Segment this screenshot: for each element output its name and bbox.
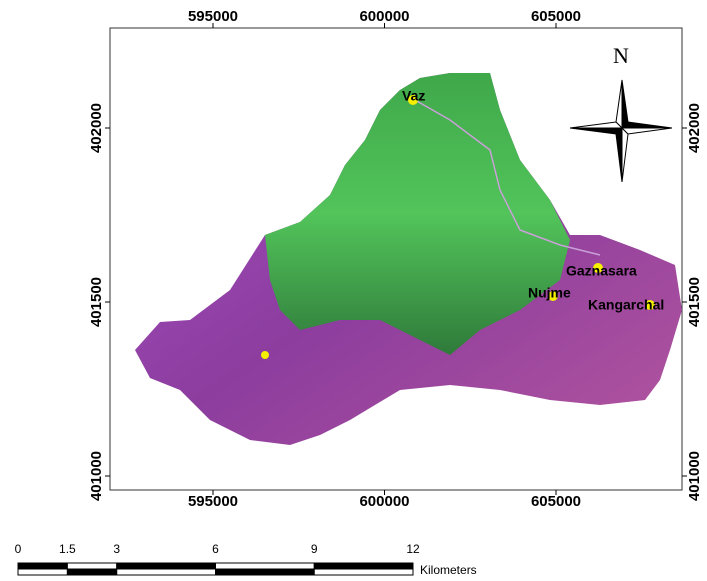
scale-segment — [215, 568, 315, 576]
settlement — [548, 291, 558, 301]
y-tick-label: 402000 — [88, 103, 105, 153]
scale-segment — [66, 568, 118, 576]
x-tick-label: 605000 — [531, 8, 581, 25]
scale-segment — [17, 568, 68, 576]
x-tick-label: 595000 — [188, 493, 238, 510]
y-tick-label: 401000 — [88, 451, 105, 501]
settlement — [645, 300, 655, 310]
y-tick-label: 402000 — [686, 103, 703, 153]
settlement — [408, 95, 418, 105]
y-tick-label: 401500 — [686, 277, 703, 327]
scale-segment — [17, 562, 68, 570]
y-tick-label: 401000 — [686, 451, 703, 501]
scale-tick-label: 0 — [15, 542, 22, 556]
scale-segment — [313, 562, 414, 570]
scale-tick-label: 9 — [311, 542, 318, 556]
scale-tick-label: 1.5 — [59, 542, 76, 556]
settlements — [261, 95, 655, 359]
scale-unit: Kilometers — [420, 563, 477, 577]
north-label: N — [613, 43, 629, 68]
scale-segment — [116, 568, 216, 576]
scale-tick-label: 12 — [406, 542, 420, 556]
scale-segment — [66, 562, 118, 570]
scale-tick-label: 3 — [113, 542, 120, 556]
x-tick-label: 600000 — [359, 493, 409, 510]
scale-segment — [215, 562, 315, 570]
place-label: Vaz — [402, 88, 425, 104]
scale-tick-label: 6 — [212, 542, 219, 556]
settlement — [593, 263, 603, 273]
x-tick-label: 600000 — [359, 8, 409, 25]
place-label: Gaznasara — [566, 263, 637, 279]
place-label: Kangarchal — [588, 297, 664, 313]
y-tick-label: 401500 — [88, 277, 105, 327]
place-label: Nujme — [528, 285, 571, 301]
settlement — [261, 351, 269, 359]
scale-segment — [116, 562, 216, 570]
terrain-forest — [265, 73, 570, 355]
river — [414, 99, 601, 256]
x-tick-label: 595000 — [188, 8, 238, 25]
compass-rose — [569, 79, 673, 183]
x-tick-label: 605000 — [531, 493, 581, 510]
scale-segment — [313, 568, 414, 576]
